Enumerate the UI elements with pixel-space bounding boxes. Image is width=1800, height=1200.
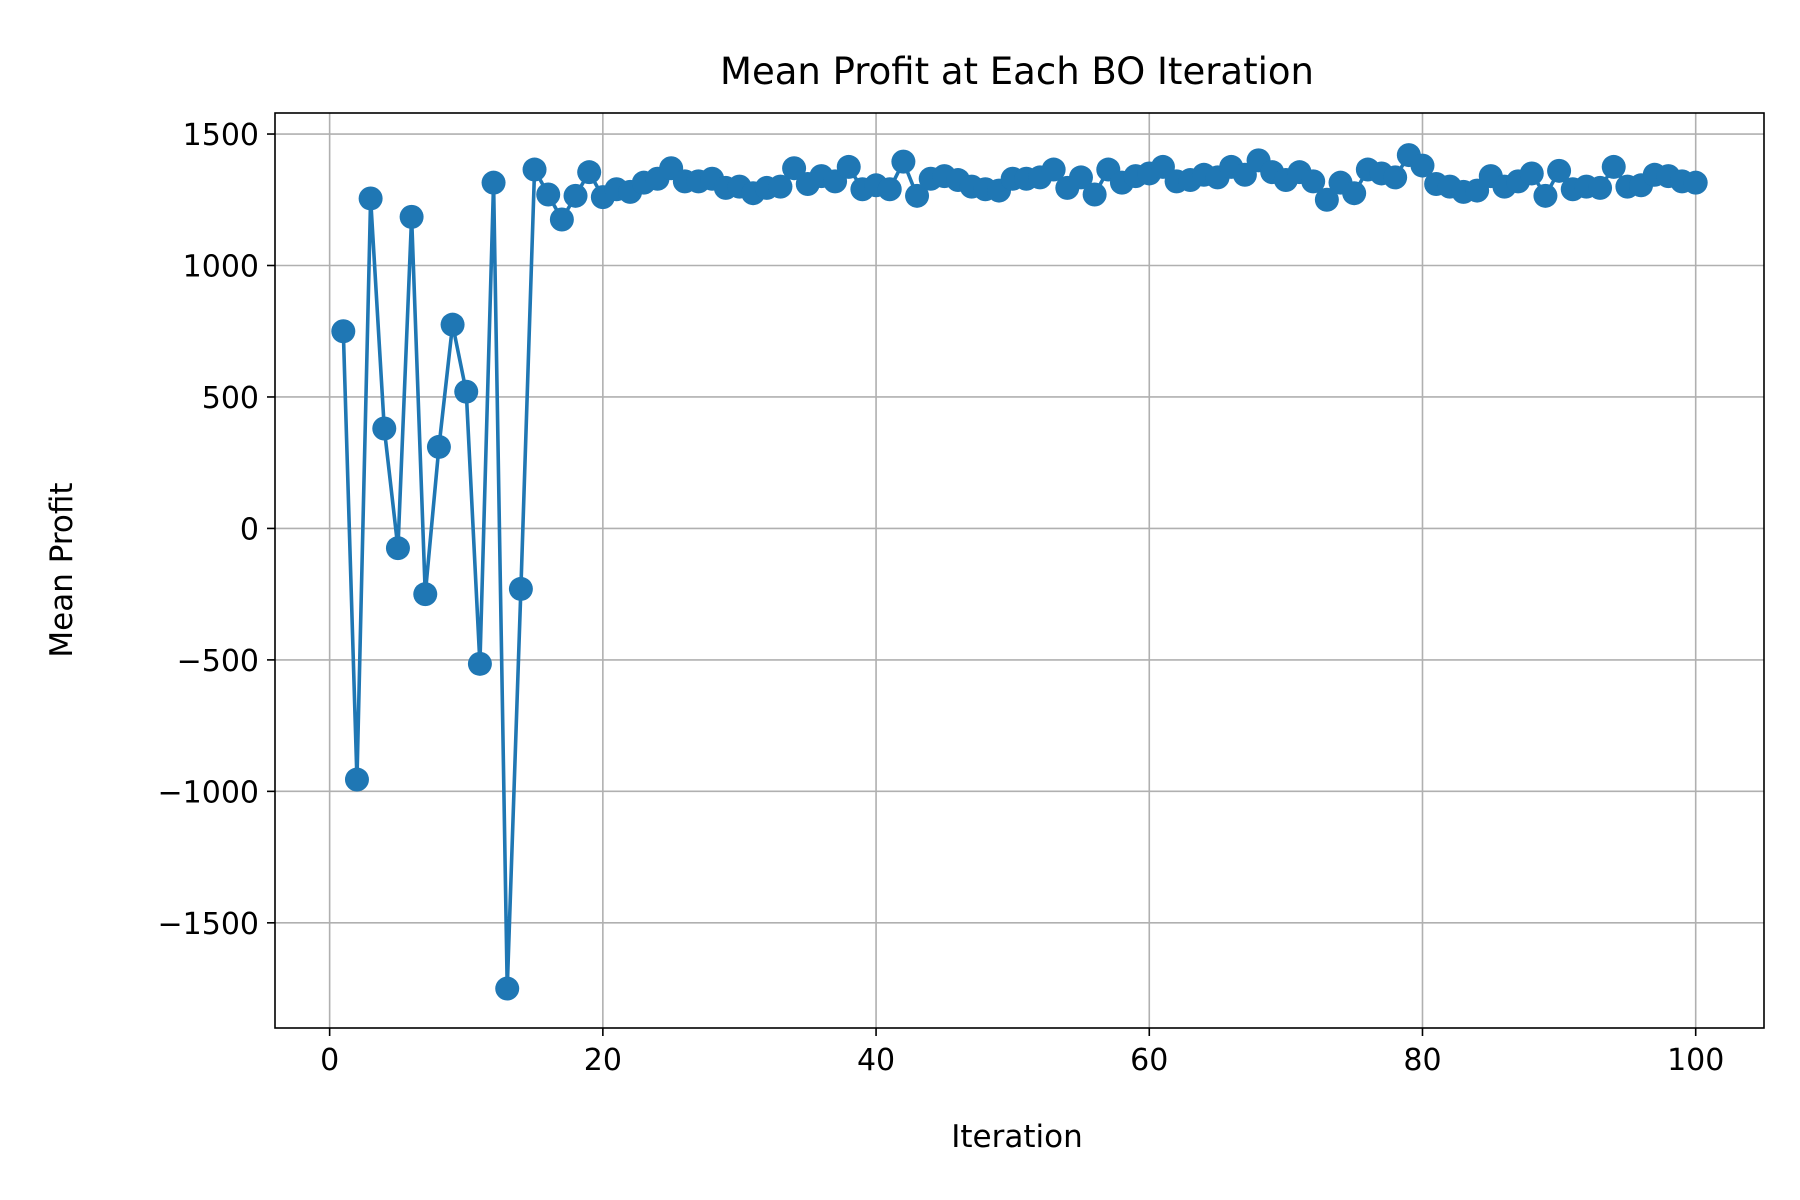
data-point bbox=[905, 183, 930, 208]
data-point bbox=[385, 536, 410, 561]
data-point bbox=[836, 154, 861, 179]
data-point bbox=[331, 319, 356, 344]
data-point bbox=[426, 434, 451, 459]
data-point bbox=[399, 204, 424, 229]
data-point bbox=[1301, 169, 1326, 194]
x-tick-label: 80 bbox=[1403, 1043, 1441, 1078]
data-point bbox=[358, 186, 383, 211]
x-tick-label: 60 bbox=[1130, 1043, 1168, 1078]
data-point bbox=[549, 207, 574, 232]
data-point bbox=[1314, 187, 1339, 212]
data-point bbox=[1547, 158, 1572, 183]
axes-layer: 0 20 40 60 80 100 −1500 −1000 −500 0 500 1000 1500 bbox=[158, 112, 1765, 1078]
data-point bbox=[891, 149, 916, 174]
y-tick-label: 1000 bbox=[183, 250, 259, 285]
data-point bbox=[481, 170, 506, 195]
data-point bbox=[1601, 154, 1626, 179]
data-point bbox=[467, 651, 492, 676]
data-point bbox=[1383, 165, 1408, 190]
data-point bbox=[1082, 182, 1107, 207]
data-point bbox=[577, 160, 602, 185]
chart-title: Mean Profit at Each BO Iteration bbox=[720, 50, 1314, 93]
data-point bbox=[563, 183, 588, 208]
data-point bbox=[440, 312, 465, 337]
data-point bbox=[344, 767, 369, 792]
series-line bbox=[341, 153, 1696, 991]
x-tick-label: 20 bbox=[584, 1043, 622, 1078]
data-point bbox=[508, 576, 533, 601]
y-tick-label: −1000 bbox=[158, 775, 259, 810]
data-point bbox=[1068, 165, 1093, 190]
y-axis-title: Mean Profit bbox=[44, 482, 80, 657]
data-point bbox=[522, 157, 547, 182]
data-point bbox=[372, 416, 397, 441]
data-point bbox=[413, 582, 438, 607]
data-point bbox=[536, 182, 561, 207]
y-tick-label: −500 bbox=[177, 644, 259, 679]
x-tick-label: 0 bbox=[320, 1043, 339, 1078]
y-tick-label: 500 bbox=[202, 381, 259, 416]
data-point bbox=[782, 156, 807, 181]
data-point bbox=[877, 177, 902, 202]
y-tick-label: −1500 bbox=[158, 907, 259, 942]
grid-layer bbox=[275, 113, 1764, 1028]
y-tick-label: 1500 bbox=[183, 118, 259, 153]
data-point bbox=[1588, 175, 1613, 200]
data-point bbox=[1519, 161, 1544, 186]
series-layer bbox=[331, 143, 1708, 1001]
data-point bbox=[1041, 157, 1066, 182]
data-point bbox=[768, 174, 793, 199]
data-point bbox=[1683, 170, 1708, 195]
x-axis-title: Iteration bbox=[951, 1119, 1083, 1155]
y-tick-label: 0 bbox=[240, 512, 259, 547]
data-point bbox=[495, 976, 520, 1001]
data-point bbox=[1533, 183, 1558, 208]
x-tick-label: 100 bbox=[1667, 1043, 1724, 1078]
data-point bbox=[454, 379, 479, 404]
data-point bbox=[1342, 181, 1367, 206]
x-tick-label: 40 bbox=[857, 1043, 895, 1078]
data-point bbox=[1410, 153, 1435, 178]
plot-frame bbox=[274, 112, 1765, 1029]
